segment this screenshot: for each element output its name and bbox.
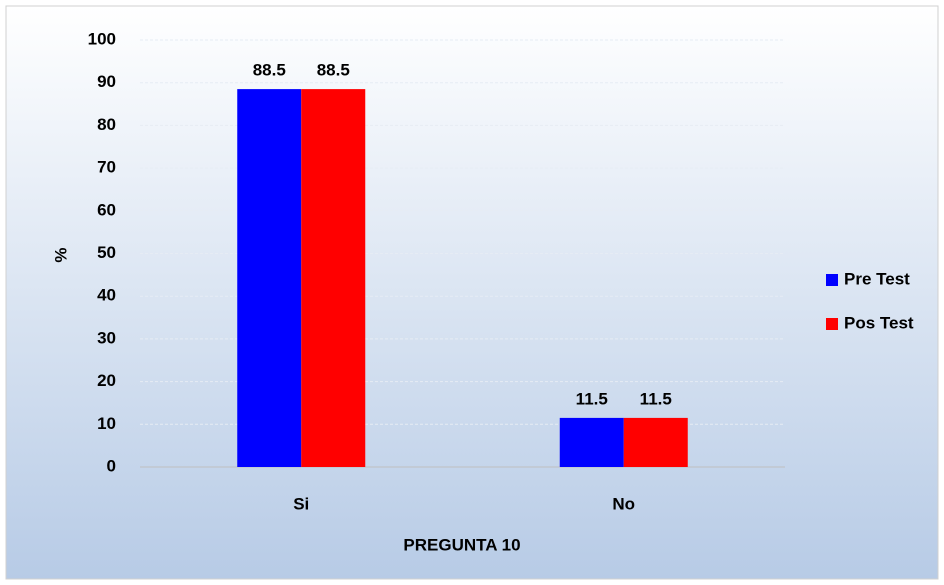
y-tick-label: 20 xyxy=(97,371,116,390)
legend-swatch xyxy=(826,318,838,330)
x-tick-label: Si xyxy=(293,494,309,513)
legend-label: Pre Test xyxy=(844,269,910,288)
y-axis-label: % xyxy=(51,247,70,262)
y-tick-label: 60 xyxy=(97,200,116,219)
legend-label: Pos Test xyxy=(844,313,914,332)
x-tick-label: No xyxy=(612,494,635,513)
bar xyxy=(237,89,302,467)
legend-swatch xyxy=(826,274,838,286)
bar xyxy=(559,417,624,467)
y-tick-label: 50 xyxy=(97,243,116,262)
data-label: 88.5 xyxy=(317,61,350,80)
bar xyxy=(623,417,688,467)
x-axis-label: PREGUNTA 10 xyxy=(403,535,520,554)
y-tick-label: 10 xyxy=(97,414,116,433)
y-tick-label: 70 xyxy=(97,158,116,177)
data-label: 88.5 xyxy=(253,61,286,80)
chart-background xyxy=(5,5,939,580)
data-label: 11.5 xyxy=(576,389,608,408)
y-tick-label: 90 xyxy=(97,72,116,91)
y-tick-label: 80 xyxy=(97,115,116,134)
y-tick-label: 40 xyxy=(97,286,116,305)
bar xyxy=(301,89,366,467)
y-tick-label: 0 xyxy=(107,456,116,475)
data-label: 11.5 xyxy=(640,389,672,408)
y-tick-label: 30 xyxy=(97,328,116,347)
y-tick-label: 100 xyxy=(88,29,116,48)
